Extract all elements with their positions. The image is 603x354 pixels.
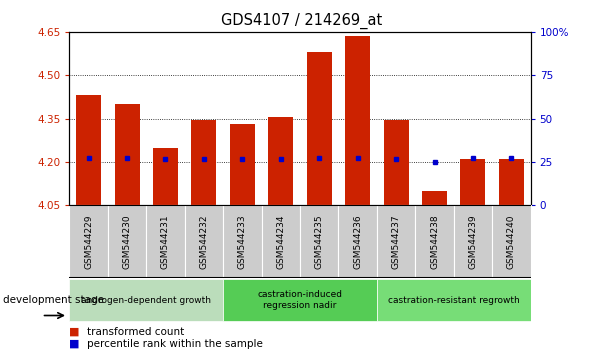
Text: GDS4107 / 214269_at: GDS4107 / 214269_at [221,12,382,29]
Bar [461,159,485,205]
Text: GSM544232: GSM544232 [200,215,209,269]
Bar [345,36,370,205]
Text: GSM544231: GSM544231 [161,214,170,269]
Text: GSM544236: GSM544236 [353,214,362,269]
Bar [499,159,524,205]
Text: transformed count: transformed count [87,327,185,337]
Text: androgen-dependent growth: androgen-dependent growth [81,296,211,304]
Bar [268,117,293,205]
Text: castration-induced
regression nadir: castration-induced regression nadir [257,290,343,310]
Text: development stage: development stage [3,295,104,305]
Bar [377,279,531,321]
Bar [76,96,101,205]
Bar [223,205,262,278]
Bar [300,205,338,278]
Bar [115,104,139,205]
Bar [338,205,377,278]
Text: ■: ■ [69,339,80,349]
Text: GSM544233: GSM544233 [238,214,247,269]
Bar [422,191,447,205]
Bar [377,205,415,278]
Text: GSM544239: GSM544239 [469,214,478,269]
Text: ■: ■ [69,327,80,337]
Bar [69,205,108,278]
Text: GSM544238: GSM544238 [430,214,439,269]
Bar [191,120,216,205]
Text: GSM544235: GSM544235 [315,214,324,269]
Bar [108,205,146,278]
Bar [384,120,409,205]
Bar [223,279,377,321]
Bar [69,279,223,321]
Bar [415,205,453,278]
Text: GSM544229: GSM544229 [84,215,93,269]
Bar [153,148,178,205]
Text: GSM544234: GSM544234 [276,215,285,269]
Text: castration-resistant regrowth: castration-resistant regrowth [388,296,520,304]
Bar [454,205,492,278]
Text: percentile rank within the sample: percentile rank within the sample [87,339,264,349]
Text: GSM544240: GSM544240 [507,215,516,269]
Bar [185,205,223,278]
Bar [307,52,332,205]
Bar [492,205,531,278]
Text: GSM544230: GSM544230 [122,214,131,269]
Bar [230,124,255,205]
Bar [262,205,300,278]
Bar [146,205,185,278]
Text: GSM544237: GSM544237 [391,214,400,269]
